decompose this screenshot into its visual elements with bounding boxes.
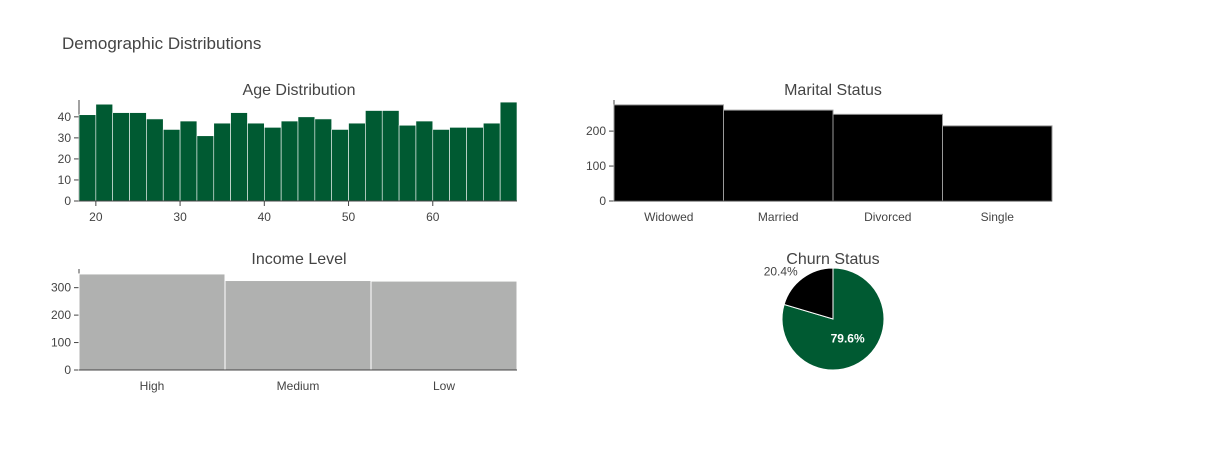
age-x-tick-label: 60 [426, 210, 440, 224]
age-distribution-chart: Age Distribution 0 10 20 30 40 20 30 40 50 60 [58, 82, 518, 224]
age-y-tick-label: 0 [64, 194, 71, 208]
income-chart-title: Income Level [251, 251, 346, 268]
marital-bar [613, 104, 724, 202]
age-bar [129, 112, 147, 202]
income-bar [224, 280, 372, 371]
churn-pie-slice [783, 267, 834, 320]
age-bar [483, 122, 501, 202]
age-bar [196, 135, 215, 202]
age-bar [466, 127, 484, 202]
age-y-tick-label: 10 [58, 173, 72, 187]
income-x-tick-label: Low [433, 379, 455, 393]
age-bar [213, 122, 231, 202]
age-y-tick-label: 30 [58, 131, 72, 145]
age-bar [331, 129, 349, 202]
age-bar [112, 112, 130, 202]
income-y-tick-label: 100 [51, 336, 71, 350]
income-bar [78, 273, 226, 371]
age-bar [95, 103, 113, 202]
churn-status-chart: Churn Status 79.6% 20.4% [764, 251, 885, 371]
age-bar [78, 114, 97, 202]
marital-bar [832, 113, 943, 202]
page-title: Demographic Distributions [62, 34, 262, 53]
income-bar [370, 280, 518, 371]
age-bar [348, 122, 366, 202]
age-bar [381, 110, 400, 202]
income-y-tick-label: 200 [51, 308, 71, 322]
marital-x-tick-label: Divorced [864, 210, 911, 224]
churn-slice-label: 79.6% [831, 332, 865, 346]
income-x-tick-label: Medium [277, 379, 320, 393]
age-bar [449, 127, 467, 202]
age-bar [365, 110, 383, 202]
age-bar [415, 120, 434, 202]
age-bar [146, 118, 164, 202]
age-bar [179, 120, 198, 202]
marital-x-tick-label: Married [758, 210, 799, 224]
churn-slice-label: 20.4% [764, 265, 798, 279]
marital-x-tick-label: Widowed [644, 210, 693, 224]
age-chart-title: Age Distribution [243, 82, 356, 99]
income-x-tick-label: High [140, 379, 165, 393]
age-bar [499, 101, 518, 202]
marital-status-chart: Marital Status 0 100 200 Widowed Married Divo… [586, 82, 1053, 224]
age-bar [432, 129, 450, 202]
marital-x-tick-label: Single [981, 210, 1015, 224]
marital-y-tick-label: 100 [586, 159, 606, 173]
age-bar [264, 127, 282, 202]
marital-y-tick-label: 200 [586, 124, 606, 138]
churn-chart-title: Churn Status [786, 251, 879, 268]
age-bar [314, 118, 332, 202]
age-bar [297, 116, 316, 202]
age-x-tick-label: 40 [258, 210, 272, 224]
income-y-tick-label: 300 [51, 281, 71, 295]
age-bar [247, 122, 265, 202]
income-y-tick-label: 0 [64, 363, 71, 377]
age-x-tick-label: 50 [342, 210, 356, 224]
age-x-tick-label: 20 [89, 210, 103, 224]
age-y-tick-label: 40 [58, 110, 72, 124]
marital-chart-title: Marital Status [784, 82, 882, 99]
age-bar [398, 124, 417, 202]
income-level-chart: Income Level 0 100 200 300 High Medium Low [51, 251, 518, 393]
marital-bar [942, 125, 1053, 202]
age-x-tick-label: 30 [173, 210, 187, 224]
age-bar [280, 120, 299, 202]
age-bar [162, 129, 181, 202]
marital-bar [723, 109, 834, 202]
age-bar [230, 112, 248, 202]
marital-y-tick-label: 0 [599, 194, 606, 208]
age-y-tick-label: 20 [58, 152, 72, 166]
